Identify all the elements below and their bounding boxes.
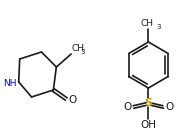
Text: CH: CH — [141, 19, 154, 28]
Text: CH: CH — [71, 44, 84, 53]
Text: O: O — [123, 102, 132, 112]
Text: O: O — [165, 102, 173, 112]
Text: 3: 3 — [156, 24, 161, 30]
Text: S: S — [144, 98, 152, 108]
Text: OH: OH — [140, 120, 156, 130]
Text: 3: 3 — [81, 49, 85, 55]
Text: O: O — [68, 95, 76, 105]
Text: NH: NH — [3, 78, 17, 88]
